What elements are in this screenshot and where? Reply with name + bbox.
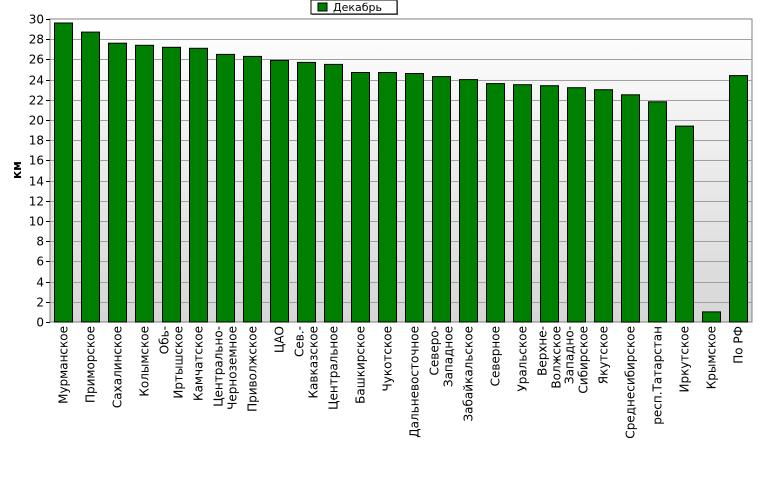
bar — [54, 22, 73, 323]
x-tick-label: Кавказское — [307, 326, 321, 399]
x-tick-label: Иркутское — [678, 326, 692, 393]
bar — [594, 89, 613, 323]
x-tick-label: Сибирское — [577, 326, 591, 394]
bar — [540, 85, 559, 323]
y-tick-label: 18 — [29, 134, 44, 148]
bar — [459, 79, 478, 323]
x-tick-label: Уральское — [516, 326, 530, 392]
x-axis-labels: Мурманское Приморское Сахалинское Колымское… — [57, 326, 746, 439]
bar — [675, 125, 694, 323]
bar — [216, 53, 235, 323]
x-tick-label: Черноземное — [226, 326, 240, 410]
plot-area — [49, 18, 753, 323]
x-tick-label: Крымское — [705, 326, 719, 389]
bar — [513, 84, 532, 323]
bar — [243, 55, 262, 323]
y-tick-label: 6 — [36, 255, 44, 269]
x-tick-label: Башкирское — [354, 326, 368, 404]
y-tick-label: 20 — [29, 114, 44, 128]
x-tick-label: Обь- — [158, 326, 172, 354]
bar — [621, 94, 640, 323]
x-tick-label: Верхне- — [536, 326, 550, 376]
x-tick-label: Иртышское — [172, 326, 186, 399]
x-tick-label: Волжское — [550, 326, 564, 389]
y-tick-label: 14 — [29, 175, 44, 189]
legend-label: Декабрь — [333, 1, 382, 14]
y-tick-label: 28 — [29, 33, 44, 47]
x-tick-label: Северное — [489, 326, 503, 386]
bar — [189, 47, 208, 323]
x-tick-label: Приморское — [84, 326, 98, 403]
y-axis-label: км — [10, 161, 24, 179]
bar — [432, 76, 451, 323]
bar — [378, 72, 397, 323]
bar — [81, 31, 100, 323]
legend-swatch — [317, 2, 328, 12]
bar — [567, 87, 586, 323]
x-tick-label: По РФ — [732, 326, 746, 364]
bar — [729, 75, 748, 323]
x-tick-label: Западно- — [563, 326, 577, 384]
y-tick-label: 2 — [36, 296, 44, 310]
x-tick-label: Дальневосточное — [408, 326, 422, 438]
y-tick-label: 30 — [29, 13, 44, 27]
x-tick-label: Северо- — [428, 326, 442, 376]
x-tick-label: Западное — [442, 326, 456, 387]
x-tick-label: Сев.- — [293, 326, 307, 357]
bar — [297, 61, 316, 323]
x-tick-label: Центрально- — [212, 326, 226, 407]
x-tick-label: Якутское — [597, 326, 611, 384]
bar — [108, 42, 127, 323]
y-tick-label: 26 — [29, 53, 44, 67]
x-tick-label: Сахалинское — [111, 326, 125, 408]
bar — [270, 59, 289, 323]
bar — [135, 44, 154, 323]
x-tick-label: Чукотское — [381, 326, 395, 391]
bar — [324, 63, 343, 323]
bar — [351, 72, 370, 323]
legend: Декабрь — [310, 0, 398, 15]
y-tick-label: 24 — [29, 74, 44, 88]
y-tick-label: 0 — [36, 316, 44, 330]
x-tick-label: Центральное — [327, 326, 341, 410]
bars — [54, 22, 748, 323]
bar — [405, 73, 424, 323]
x-tick-label: Камчатское — [192, 326, 206, 401]
y-tick-label: 16 — [29, 154, 44, 168]
bar — [162, 46, 181, 323]
x-tick-label: Колымское — [138, 326, 152, 397]
y-tick-label: 12 — [29, 195, 44, 209]
x-tick-label: Забайкальское — [462, 326, 476, 422]
bar — [648, 101, 667, 323]
x-tick-label: респ.Татарстан — [651, 326, 665, 425]
y-tick-label: 10 — [29, 215, 44, 229]
x-tick-label: Среднесибирское — [624, 326, 638, 439]
bar — [702, 311, 721, 323]
x-tick-label: ЦАО — [273, 326, 287, 353]
x-tick-label: Приволжское — [246, 326, 260, 412]
y-tick-label: 4 — [36, 276, 44, 290]
bar — [486, 83, 505, 323]
y-tick-label: 8 — [36, 235, 44, 249]
y-tick-label: 22 — [29, 94, 44, 108]
x-tick-label: Мурманское — [57, 326, 71, 404]
